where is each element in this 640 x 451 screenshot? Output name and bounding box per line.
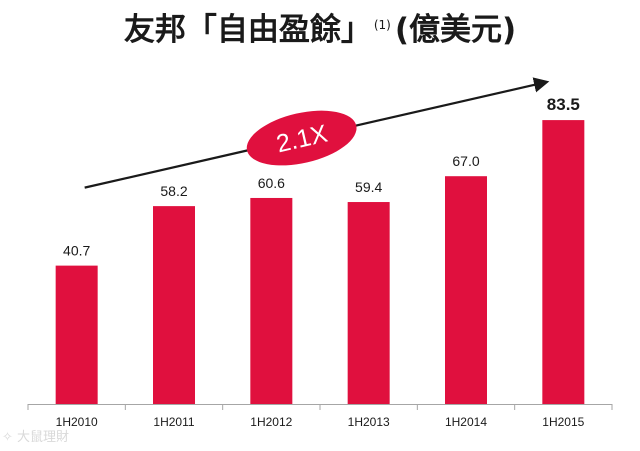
bar-1H2013 — [347, 202, 390, 404]
value-label-1H2011: 58.2 — [160, 183, 187, 199]
x-tick-label-1H2014: 1H2014 — [445, 415, 487, 429]
value-label-1H2013: 59.4 — [355, 179, 382, 195]
growth-annotation: 2.1X — [84, 77, 550, 189]
bar-1H2010 — [55, 265, 98, 404]
x-tick-label-1H2013: 1H2013 — [348, 415, 390, 429]
title-main: 友邦「自由盈餘」 — [123, 12, 372, 48]
growth-ellipse — [246, 110, 357, 166]
x-tick-label-1H2011: 1H2011 — [153, 415, 194, 429]
watermark-text: 大鼠理財 — [17, 430, 70, 445]
x-tick-label-1H2012: 1H2012 — [250, 415, 292, 429]
bar-1H2011 — [153, 206, 195, 404]
value-labels-layer: 40.7 58.2 60.6 59.4 67.0 83.5 — [63, 95, 580, 259]
value-label-1H2014: 67.0 — [452, 153, 479, 169]
chart-title: 友邦「自由盈餘」 (1) (億美元) — [0, 4, 640, 49]
value-label-1H2012: 60.6 — [258, 175, 285, 191]
title-unit: (億美元) — [394, 12, 517, 48]
value-label-1H2010: 40.7 — [63, 243, 90, 259]
x-tick-label-1H2015: 1H2015 — [542, 415, 584, 429]
bars-layer — [55, 120, 585, 404]
title-footnote: (1) — [373, 17, 391, 32]
x-tick-label-1H2010: 1H2010 — [56, 415, 98, 429]
bar-1H2015 — [542, 120, 585, 404]
x-axis: 1H2010 1H2011 1H2012 1H2013 1H2014 1H2015 — [27, 404, 613, 429]
value-label-1H2015: 83.5 — [547, 95, 580, 114]
watermark-icon: ✧ — [2, 430, 18, 445]
bar-1H2014 — [445, 176, 487, 404]
watermark: ✧ 大鼠理財 — [2, 426, 69, 445]
bar-1H2012 — [250, 197, 293, 404]
